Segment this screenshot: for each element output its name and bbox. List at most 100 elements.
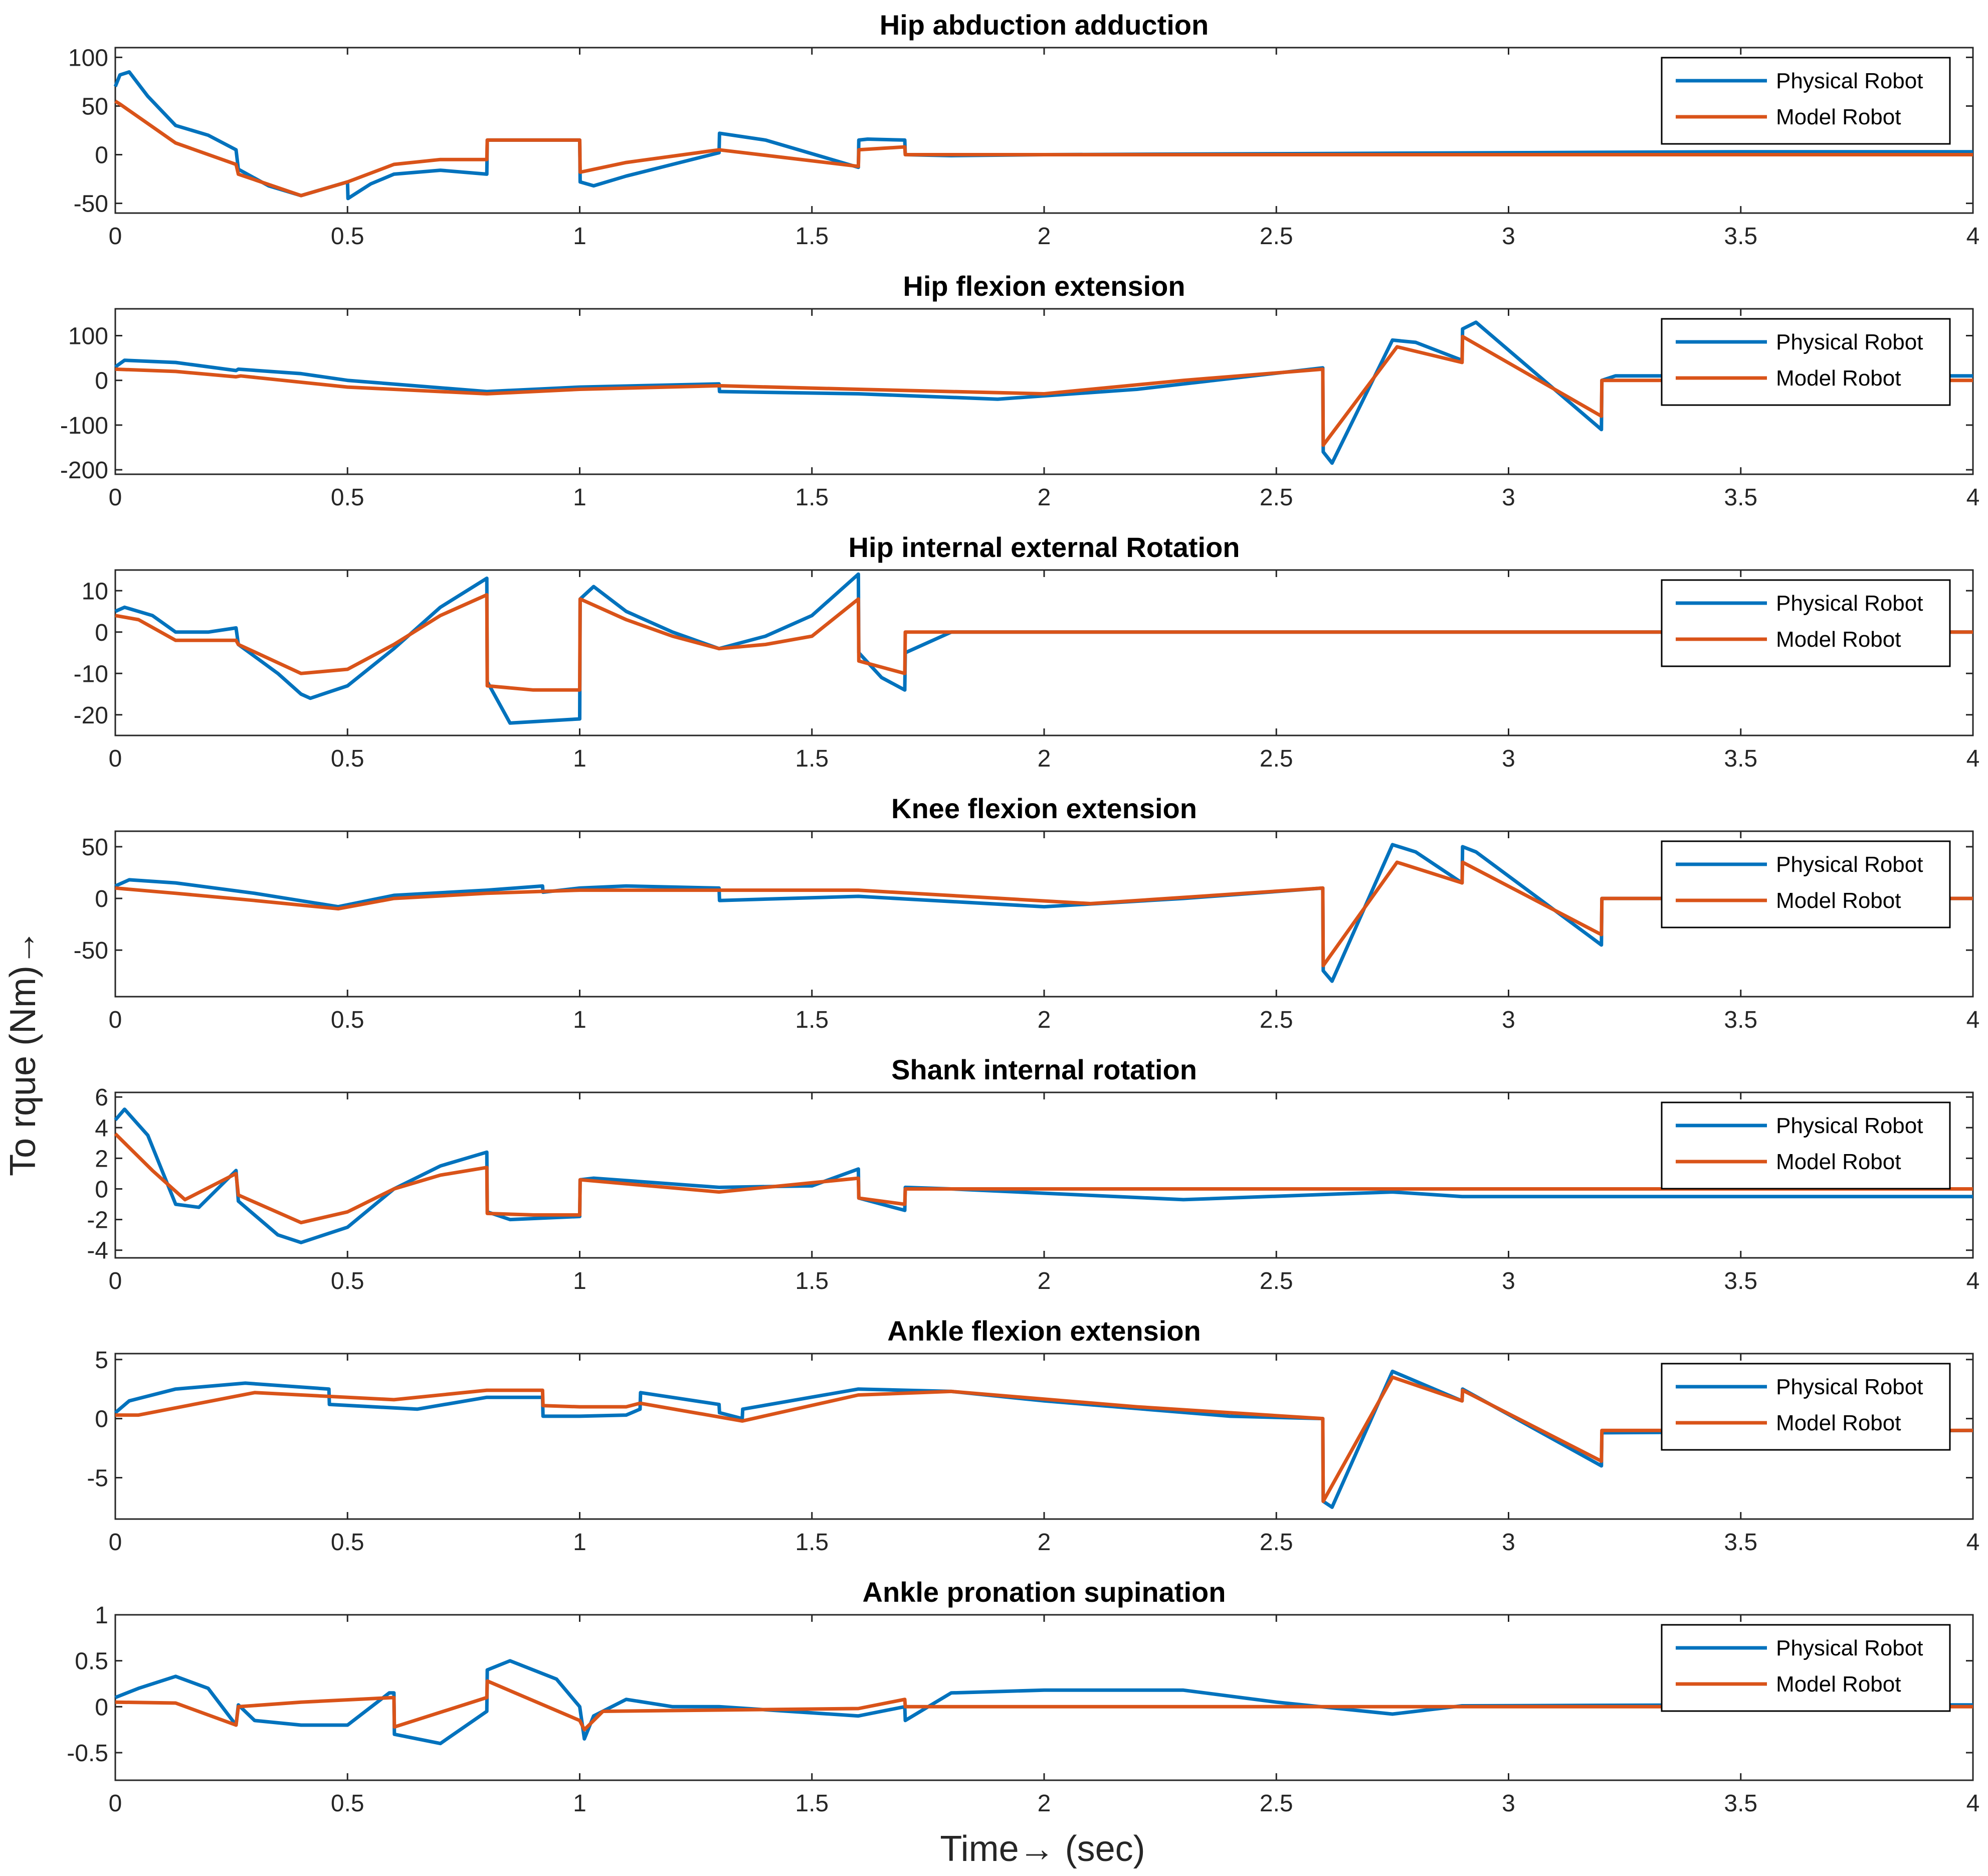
x-tick-label: 2	[1038, 1007, 1051, 1033]
subplot-5: Shank internal rotation 0 0.5 1 1.5 2 2.5 3 3.5 4…	[87, 1054, 1979, 1294]
series-line-physical-robot	[114, 1369, 1973, 1509]
series-line-model-robot	[115, 593, 1973, 692]
legend: Physical Robot Model Robot	[1661, 840, 1951, 928]
series-line-model-robot	[115, 860, 1973, 968]
y-tick-label: -50	[74, 937, 108, 964]
x-tick-label: 1	[573, 1007, 586, 1033]
x-tick-label: 2	[1038, 1268, 1051, 1294]
x-tick-label: 0.5	[331, 1007, 364, 1033]
y-tick-label: 0	[95, 1406, 108, 1433]
subplot-3: Hip internal external Rotation 0 0.5 1 1.5 2 2…	[74, 531, 1980, 772]
x-tick-label: 3.5	[1724, 1007, 1757, 1033]
legend-label: Model Robot	[1776, 1672, 1901, 1697]
x-tick-label: 2.5	[1260, 1529, 1293, 1556]
series-line-model-robot	[114, 99, 1973, 198]
x-tick-label: 4	[1966, 223, 1980, 250]
y-tick-label: -100	[60, 413, 108, 439]
legend-label: Model Robot	[1776, 1150, 1901, 1174]
legend-label: Model Robot	[1776, 627, 1901, 652]
x-tick-label: 0.5	[331, 1790, 364, 1817]
x-tick-label: 1.5	[795, 223, 829, 250]
legend-label: Physical Robot	[1776, 69, 1923, 93]
subplot-title: Shank internal rotation	[891, 1054, 1197, 1085]
y-tick-label: 0	[95, 886, 108, 912]
legend: Physical Robot Model Robot	[1661, 1363, 1951, 1451]
y-tick-label: -0.5	[67, 1740, 108, 1767]
x-tick-label: 1	[573, 223, 586, 250]
y-tick-label: 2	[95, 1146, 108, 1172]
subplot-title: Ankle flexion extension	[887, 1315, 1201, 1347]
subplot-1: Hip abduction adduction 0 0.5 1 1.5 2 2.5 3 3.5 4…	[68, 9, 1979, 250]
series-line-physical-robot	[114, 572, 1973, 725]
x-tick-label: 3.5	[1724, 745, 1757, 772]
legend-label: Model Robot	[1776, 366, 1901, 391]
legend: Physical Robot Model Robot	[1661, 318, 1951, 406]
subplot-panels: Hip abduction adduction 0 0.5 1 1.5 2 2.5 3 3.5 4…	[60, 9, 1979, 1817]
legend-label: Model Robot	[1776, 105, 1901, 129]
x-tick-label: 4	[1966, 1529, 1980, 1556]
x-tick-label: 2.5	[1260, 1790, 1293, 1817]
series-line-physical-robot	[114, 843, 1973, 983]
x-tick-label: 0	[109, 1790, 122, 1817]
y-tick-label: 0	[95, 1177, 108, 1203]
subplot-title: Ankle pronation supination	[863, 1576, 1226, 1608]
legend-box	[1661, 1101, 1951, 1190]
series-line-model-robot	[115, 1375, 1973, 1504]
x-tick-label: 3.5	[1724, 223, 1757, 250]
legend: Physical Robot Model Robot	[1661, 579, 1951, 667]
x-tick-label: 0	[109, 1007, 122, 1033]
y-tick-label: -5	[87, 1465, 108, 1492]
y-tick-label: 0	[95, 620, 108, 646]
series-line-model-robot	[115, 334, 1973, 447]
x-tick-label: 1	[573, 1268, 586, 1294]
legend-label: Physical Robot	[1776, 330, 1923, 354]
x-tick-label: 1	[573, 484, 586, 511]
x-tick-label: 2	[1038, 223, 1051, 250]
x-tick-label: 2	[1038, 745, 1051, 772]
legend-box	[1661, 579, 1951, 667]
x-tick-label: 1	[573, 1790, 586, 1817]
subplot-title: Hip flexion extension	[903, 270, 1185, 302]
legend-box	[1661, 1363, 1951, 1451]
x-tick-label: 1.5	[795, 1529, 829, 1556]
x-tick-label: 2.5	[1260, 223, 1293, 250]
subplot-6: Ankle flexion extension 0 0.5 1 1.5 2 2.5 3 3.5 4…	[87, 1315, 1979, 1556]
legend-label: Physical Robot	[1776, 852, 1923, 877]
x-tick-label: 0.5	[331, 1268, 364, 1294]
x-tick-label: 1.5	[795, 484, 829, 511]
x-tick-label: 2.5	[1260, 745, 1293, 772]
y-tick-label: 100	[68, 45, 108, 71]
x-tick-label: 1.5	[795, 1790, 829, 1817]
legend-label: Physical Robot	[1776, 591, 1923, 616]
y-tick-label: -2	[87, 1207, 108, 1234]
x-tick-label: 0	[109, 484, 122, 511]
series-line-model-robot	[115, 1679, 1973, 1732]
legend-label: Model Robot	[1776, 888, 1901, 913]
series-line-physical-robot	[114, 1659, 1973, 1746]
x-tick-label: 2.5	[1260, 1268, 1293, 1294]
x-tick-label: 2	[1038, 484, 1051, 511]
x-tick-label: 0	[109, 223, 122, 250]
x-tick-label: 3	[1502, 1529, 1515, 1556]
x-tick-label: 3	[1502, 484, 1515, 511]
x-tick-label: 4	[1966, 1790, 1980, 1817]
figure-y-axis-label: To rque (Nm)→	[3, 929, 43, 1176]
legend-label: Model Robot	[1776, 1411, 1901, 1435]
legend-box	[1661, 318, 1951, 406]
y-tick-label: 10	[82, 578, 108, 605]
x-tick-label: 3	[1502, 745, 1515, 772]
x-tick-label: 3.5	[1724, 1790, 1757, 1817]
legend-label: Physical Robot	[1776, 1113, 1923, 1138]
x-tick-label: 0	[109, 1268, 122, 1294]
x-tick-label: 2	[1038, 1529, 1051, 1556]
x-tick-label: 0.5	[331, 223, 364, 250]
y-tick-label: 0.5	[75, 1648, 108, 1675]
subplot-4: Knee flexion extension 0 0.5 1 1.5 2 2.5 3 3.5 4 -…	[74, 793, 1980, 1033]
x-tick-label: 4	[1966, 484, 1980, 511]
legend: Physical Robot Model Robot	[1661, 1624, 1951, 1712]
x-tick-label: 2.5	[1260, 1007, 1293, 1033]
y-tick-label: -4	[87, 1238, 108, 1264]
x-tick-label: 3.5	[1724, 1268, 1757, 1294]
subplot-title: Knee flexion extension	[891, 793, 1197, 824]
